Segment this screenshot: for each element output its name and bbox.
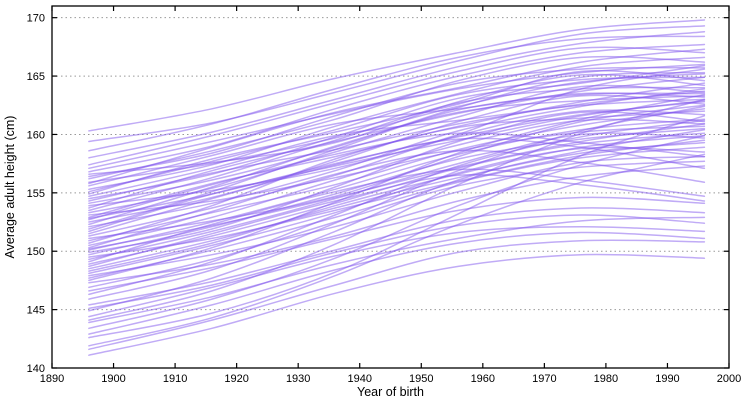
series-line-52 [88, 216, 706, 324]
x-tick-label-1980: 1980 [594, 373, 618, 385]
series-line-4 [88, 46, 706, 166]
series-line-48 [88, 253, 706, 356]
series-line-64 [88, 66, 706, 178]
series-line-56 [88, 149, 706, 249]
series-line-66 [88, 101, 706, 220]
x-tick-label-1970: 1970 [532, 373, 556, 385]
series-line-0 [88, 19, 706, 132]
series-line-50 [88, 231, 706, 335]
series-line-28 [88, 68, 706, 207]
series-line-51 [88, 225, 706, 318]
x-tick-label-1920: 1920 [224, 373, 248, 385]
series-line-43 [88, 93, 706, 282]
x-axis-label: Year of birth [357, 385, 424, 399]
series-line-40 [88, 98, 706, 321]
x-tick-label-1890: 1890 [40, 373, 64, 385]
series-line-18 [88, 109, 706, 237]
series-line-63 [88, 76, 706, 193]
series-line-23 [88, 132, 706, 261]
series-line-65 [88, 90, 706, 202]
x-tick-label-1900: 1900 [101, 373, 125, 385]
series-line-69 [88, 63, 706, 170]
series-line-67 [88, 123, 706, 250]
y-tick-label-145: 145 [27, 305, 45, 317]
y-tick-label-170: 170 [27, 13, 45, 25]
series-line-44 [88, 134, 706, 330]
x-tick-label-1950: 1950 [409, 373, 433, 385]
series-line-5 [88, 43, 706, 173]
series-line-3 [88, 30, 706, 159]
series-line-62 [88, 86, 706, 212]
x-tick-label-1990: 1990 [655, 373, 679, 385]
series-line-7 [88, 48, 706, 185]
series-line-38 [88, 160, 706, 289]
series-line-49 [88, 239, 706, 351]
series-line-55 [88, 214, 706, 310]
y-tick-label-140: 140 [27, 363, 45, 375]
series-line-27 [88, 146, 706, 279]
series-line-29 [88, 92, 706, 187]
series-line-45 [88, 129, 706, 312]
x-tick-label-1910: 1910 [163, 373, 187, 385]
x-tick-label-1960: 1960 [471, 373, 495, 385]
series-line-59 [88, 132, 706, 221]
series-line-33 [88, 98, 706, 198]
x-tick-label-1940: 1940 [347, 373, 371, 385]
series-line-70 [88, 72, 706, 184]
series-line-1 [88, 25, 706, 143]
y-tick-label-150: 150 [27, 246, 45, 258]
series-line-68 [88, 134, 706, 272]
y-tick-label-165: 165 [27, 71, 45, 83]
x-tick-label-2000: 2000 [717, 373, 741, 385]
x-tick-label-1930: 1930 [286, 373, 310, 385]
series-line-61 [88, 92, 706, 230]
series-line-54 [88, 196, 706, 292]
series-line-22 [88, 127, 706, 256]
series-line-2 [88, 35, 706, 152]
y-axis-label: Average adult height (cm) [3, 116, 17, 259]
series-line-53 [88, 207, 706, 306]
series-line-60 [88, 174, 706, 268]
series-line-42 [88, 105, 706, 300]
y-tick-label-160: 160 [27, 129, 45, 141]
plot-frame [51, 5, 730, 369]
series-line-71 [88, 139, 706, 258]
y-tick-label-155: 155 [27, 188, 45, 200]
series-line-41 [88, 115, 706, 339]
series-line-8 [88, 56, 706, 191]
